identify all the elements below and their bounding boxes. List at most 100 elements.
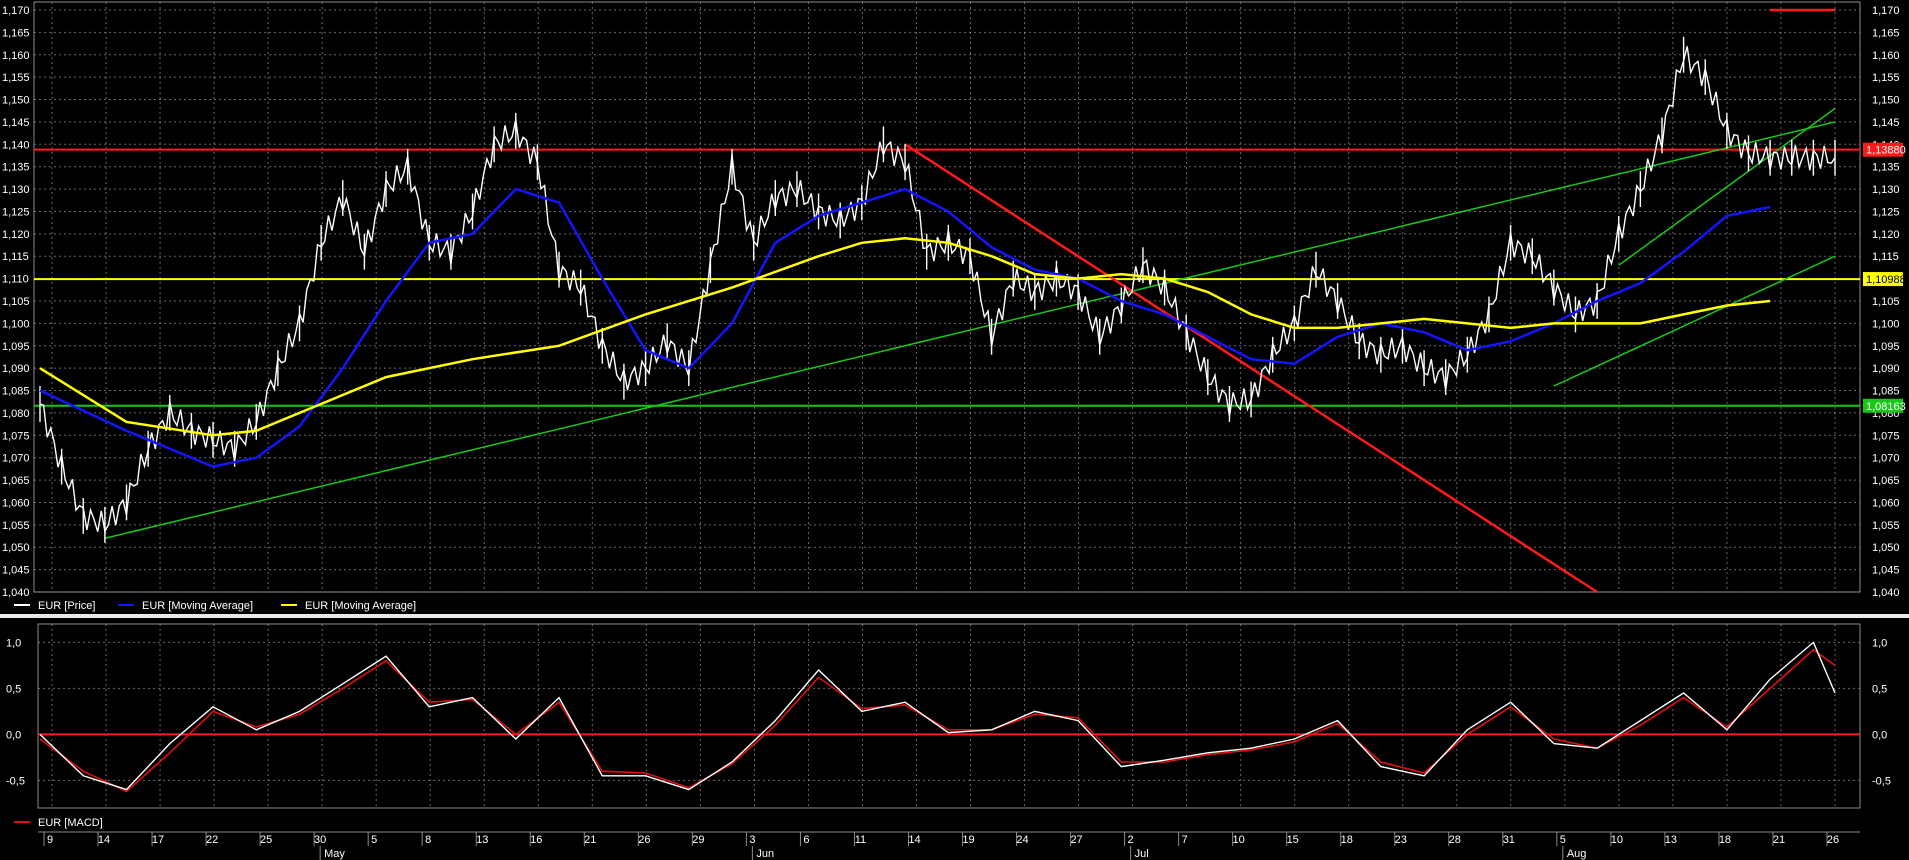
y-tick-label-left: 1,150 — [2, 95, 30, 107]
month-label: May — [324, 848, 345, 860]
x-tick-label: 14 — [98, 834, 110, 846]
macd-panel: 1,0 0,5 0,0 -0,5 1,0 0,5 0,0 -0,5 — [6, 623, 1891, 809]
y-tick-label: 1,040 — [1872, 587, 1900, 599]
x-tick-label: 16 — [530, 834, 542, 846]
x-tick-label: 30 — [314, 834, 326, 846]
y-tick-label-left: 1,085 — [2, 386, 30, 398]
legend-ma-long-label: EUR [Moving Average] — [305, 600, 416, 612]
price-line[interactable] — [39, 46, 1836, 534]
macd-series[interactable] — [38, 641, 1860, 793]
y-tick-label: 1,045 — [1872, 565, 1900, 577]
y-tick-label: 1,085 — [1872, 386, 1900, 398]
y-tick-label: 1,145 — [1872, 117, 1900, 129]
macd-y-axis-right: 1,0 0,5 0,0 -0,5 — [1872, 637, 1891, 787]
moving-average-short-line[interactable] — [39, 187, 1771, 468]
macd-plot-frame — [37, 623, 1861, 809]
macd-y-tick-label: -0,5 — [1872, 775, 1891, 787]
yellow-level-marker-text: 1,10988 — [1866, 274, 1906, 286]
x-tick-label: 28 — [1449, 834, 1461, 846]
panel-separator[interactable] — [0, 614, 1909, 618]
y-tick-label-left: 1,065 — [2, 475, 30, 487]
macd-main-line[interactable] — [39, 641, 1836, 791]
y-tick-label-left: 1,110 — [2, 274, 29, 286]
red-level-marker-text: 1,13880 — [1866, 145, 1906, 157]
main-grid — [34, 2, 1860, 593]
x-tick-label: 18 — [1719, 834, 1731, 846]
x-tick-label: 31 — [1503, 834, 1515, 846]
x-tick-label: 2 — [1128, 834, 1134, 846]
month-label: Aug — [1567, 848, 1587, 860]
y-tick-label-left: 1,090 — [2, 363, 30, 375]
trendline[interactable] — [1553, 255, 1836, 387]
macd-legend: EUR [MACD] — [14, 817, 103, 829]
x-tick-label: 27 — [1070, 834, 1082, 846]
y-tick-label: 1,075 — [1872, 430, 1900, 442]
y-tick-label: 1,065 — [1872, 475, 1900, 487]
y-tick-label: 1,105 — [1872, 296, 1900, 308]
y-tick-label: 1,160 — [1872, 50, 1900, 62]
y-tick-label-left: 1,155 — [2, 72, 30, 84]
macd-grid — [38, 624, 1860, 808]
y-tick-label-left: 1,140 — [2, 139, 30, 151]
x-tick-label: 11 — [855, 834, 866, 846]
moving-average-long-line[interactable] — [39, 237, 1771, 437]
trendline[interactable] — [904, 143, 1598, 594]
x-tick-label: 25 — [260, 834, 272, 846]
macd-signal-line[interactable] — [39, 648, 1836, 793]
y-tick-label-left: 1,055 — [2, 520, 30, 532]
legend-price-label: EUR [Price] — [38, 600, 95, 612]
y-tick-label-left: 1,125 — [2, 206, 30, 218]
x-tick-label: 5 — [1560, 834, 1566, 846]
x-tick-label: 9 — [47, 834, 53, 846]
x-tick-label: 5 — [371, 834, 377, 846]
y-tick-label-left: 1,135 — [2, 162, 30, 174]
trendline[interactable] — [104, 121, 1836, 540]
macd-y-tick-label-left: 0,0 — [6, 729, 21, 741]
y-tick-label-left: 1,040 — [2, 587, 30, 599]
x-tick-label: 15 — [1287, 834, 1299, 846]
price-series[interactable] — [39, 36, 1836, 543]
y-tick-label-left: 1,100 — [2, 318, 30, 330]
main-legend: EUR [Price] EUR [Moving Average] EUR [Mo… — [14, 600, 416, 612]
green-level-marker-box — [1863, 398, 1903, 413]
green-level-marker-text: 1,08163 — [1866, 401, 1906, 413]
x-tick-label: 14 — [908, 834, 920, 846]
y-tick-label-left: 1,115 — [2, 251, 29, 263]
y-tick-label: 1,095 — [1872, 341, 1900, 353]
y-tick-label: 1,100 — [1872, 318, 1900, 330]
legend-ma-short-label: EUR [Moving Average] — [142, 600, 253, 612]
y-tick-label: 1,070 — [1872, 453, 1900, 465]
macd-y-tick-label-left: 0,5 — [6, 683, 21, 695]
y-tick-label-left: 1,170 — [2, 5, 30, 17]
horizontal-levels — [34, 148, 1860, 407]
macd-y-tick-label-left: -0,5 — [6, 775, 25, 787]
y-tick-label-left: 1,080 — [2, 408, 30, 420]
x-tick-label: 17 — [152, 834, 164, 846]
main-y-axis-left: 1,170 1,165 1,160 1,155 1,150 1,145 1,140 1,135… — [2, 5, 30, 599]
y-tick-label: 1,050 — [1872, 542, 1900, 554]
y-tick-label: 1,150 — [1872, 95, 1900, 107]
x-tick-label: 8 — [425, 834, 431, 846]
x-tick-label: 13 — [476, 834, 488, 846]
y-tick-label-left: 1,050 — [2, 542, 30, 554]
level-markers: 1,13880 1,10988 1,08163 — [1863, 142, 1906, 413]
x-tick-label: 24 — [1016, 834, 1028, 846]
macd-y-tick-label: 0,0 — [1872, 729, 1887, 741]
x-tick-label: 26 — [1827, 834, 1839, 846]
x-tick-label: 10 — [1233, 834, 1245, 846]
y-tick-label-left: 1,095 — [2, 341, 30, 353]
x-tick-label: 18 — [1341, 834, 1353, 846]
x-tick-label: 10 — [1611, 834, 1623, 846]
y-tick-label-left: 1,165 — [2, 27, 30, 39]
x-tick-label: 6 — [803, 834, 809, 846]
y-tick-label: 1,130 — [1872, 184, 1900, 196]
macd-y-axis-left: 1,0 0,5 0,0 -0,5 — [6, 637, 25, 787]
y-tick-label-left: 1,130 — [2, 184, 30, 196]
y-tick-label-left: 1,120 — [2, 229, 30, 241]
month-label: Jul — [1135, 848, 1149, 860]
trendline[interactable] — [1618, 107, 1836, 266]
x-tick-label: 21 — [1773, 834, 1785, 846]
x-tick-label: 22 — [206, 834, 218, 846]
main-plot-frame — [33, 1, 1861, 593]
